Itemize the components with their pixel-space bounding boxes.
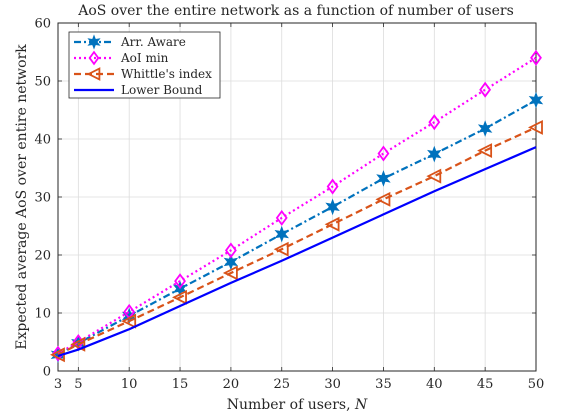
data-point <box>87 34 101 50</box>
y-tick-label: 40 <box>34 133 51 148</box>
series-line <box>57 56 537 355</box>
data-point <box>325 198 340 216</box>
x-tick-label: 40 <box>426 377 443 392</box>
y-tick-label: 30 <box>34 191 51 206</box>
data-point <box>275 209 288 226</box>
x-tick-label: 5 <box>74 377 82 392</box>
x-tick-label: 45 <box>477 377 494 392</box>
data-point <box>527 119 543 135</box>
legend-label: AoI min <box>120 51 169 65</box>
series-line <box>57 146 537 357</box>
data-point <box>375 191 391 207</box>
legend-item: Lower Bound <box>74 83 203 97</box>
x-tick-label: 50 <box>528 377 545 392</box>
data-point <box>477 143 493 159</box>
y-tick-label: 20 <box>34 249 51 264</box>
data-point <box>172 289 187 305</box>
legend-label: Arr. Aware <box>120 35 186 49</box>
series-aoi-min <box>52 49 542 362</box>
data-point <box>86 67 101 81</box>
data-point <box>88 50 100 66</box>
data-point <box>427 145 442 163</box>
x-tick-label: 30 <box>324 377 341 392</box>
y-tick-label: 50 <box>34 75 51 90</box>
data-point <box>52 345 64 362</box>
data-point <box>222 265 238 281</box>
legend: Arr. Aware AoI min Whittle's index Lower Bo… <box>68 31 221 99</box>
series-line <box>57 99 537 356</box>
x-tick-label: 35 <box>375 377 392 392</box>
data-point <box>273 241 289 257</box>
x-tick-label: 15 <box>172 377 189 392</box>
data-point <box>324 216 340 232</box>
x-axis-label: Number of users, N <box>227 397 368 413</box>
y-tick-label: 0 <box>43 365 51 380</box>
y-axis-ticks: 0 10 20 30 40 50 60 <box>34 17 536 380</box>
data-point <box>479 81 492 98</box>
y-tick-label: 60 <box>34 17 51 32</box>
x-axis-label-variable: N <box>354 397 368 413</box>
data-point <box>530 49 542 66</box>
data-point <box>477 120 493 137</box>
x-axis-label-text: Number of users, <box>227 397 355 413</box>
data-point <box>376 170 391 187</box>
legend-item: Arr. Aware <box>74 34 186 50</box>
data-point <box>121 313 137 329</box>
series-line <box>57 126 537 356</box>
data-point <box>70 336 86 352</box>
legend-label: Lower Bound <box>121 83 203 97</box>
series-whittle-s-index <box>49 119 543 363</box>
x-tick-label: 3 <box>54 377 62 392</box>
data-point <box>428 114 441 131</box>
x-tick-label: 25 <box>273 377 290 392</box>
x-tick-label: 10 <box>121 377 138 392</box>
legend-label: Whittle's index <box>121 67 212 81</box>
x-axis-ticks: 3 5 10 15 20 25 30 35 40 45 50 <box>54 23 544 392</box>
data-point <box>377 145 390 162</box>
x-tick-label: 20 <box>223 377 240 392</box>
data-point <box>174 273 186 290</box>
data-point <box>326 178 339 195</box>
chart-title: AoS over the entire network as a functio… <box>77 3 514 19</box>
legend-item: AoI min <box>74 50 169 66</box>
series-lower-bound <box>57 146 537 357</box>
data-point <box>224 242 237 259</box>
y-tick-label: 10 <box>34 307 51 322</box>
data-point <box>426 168 442 184</box>
series-layer <box>49 49 544 364</box>
data-point <box>274 225 289 243</box>
y-axis-label: Expected average AoS over entire network <box>14 44 30 350</box>
data-point <box>528 91 544 109</box>
legend-item: Whittle's index <box>74 67 212 81</box>
